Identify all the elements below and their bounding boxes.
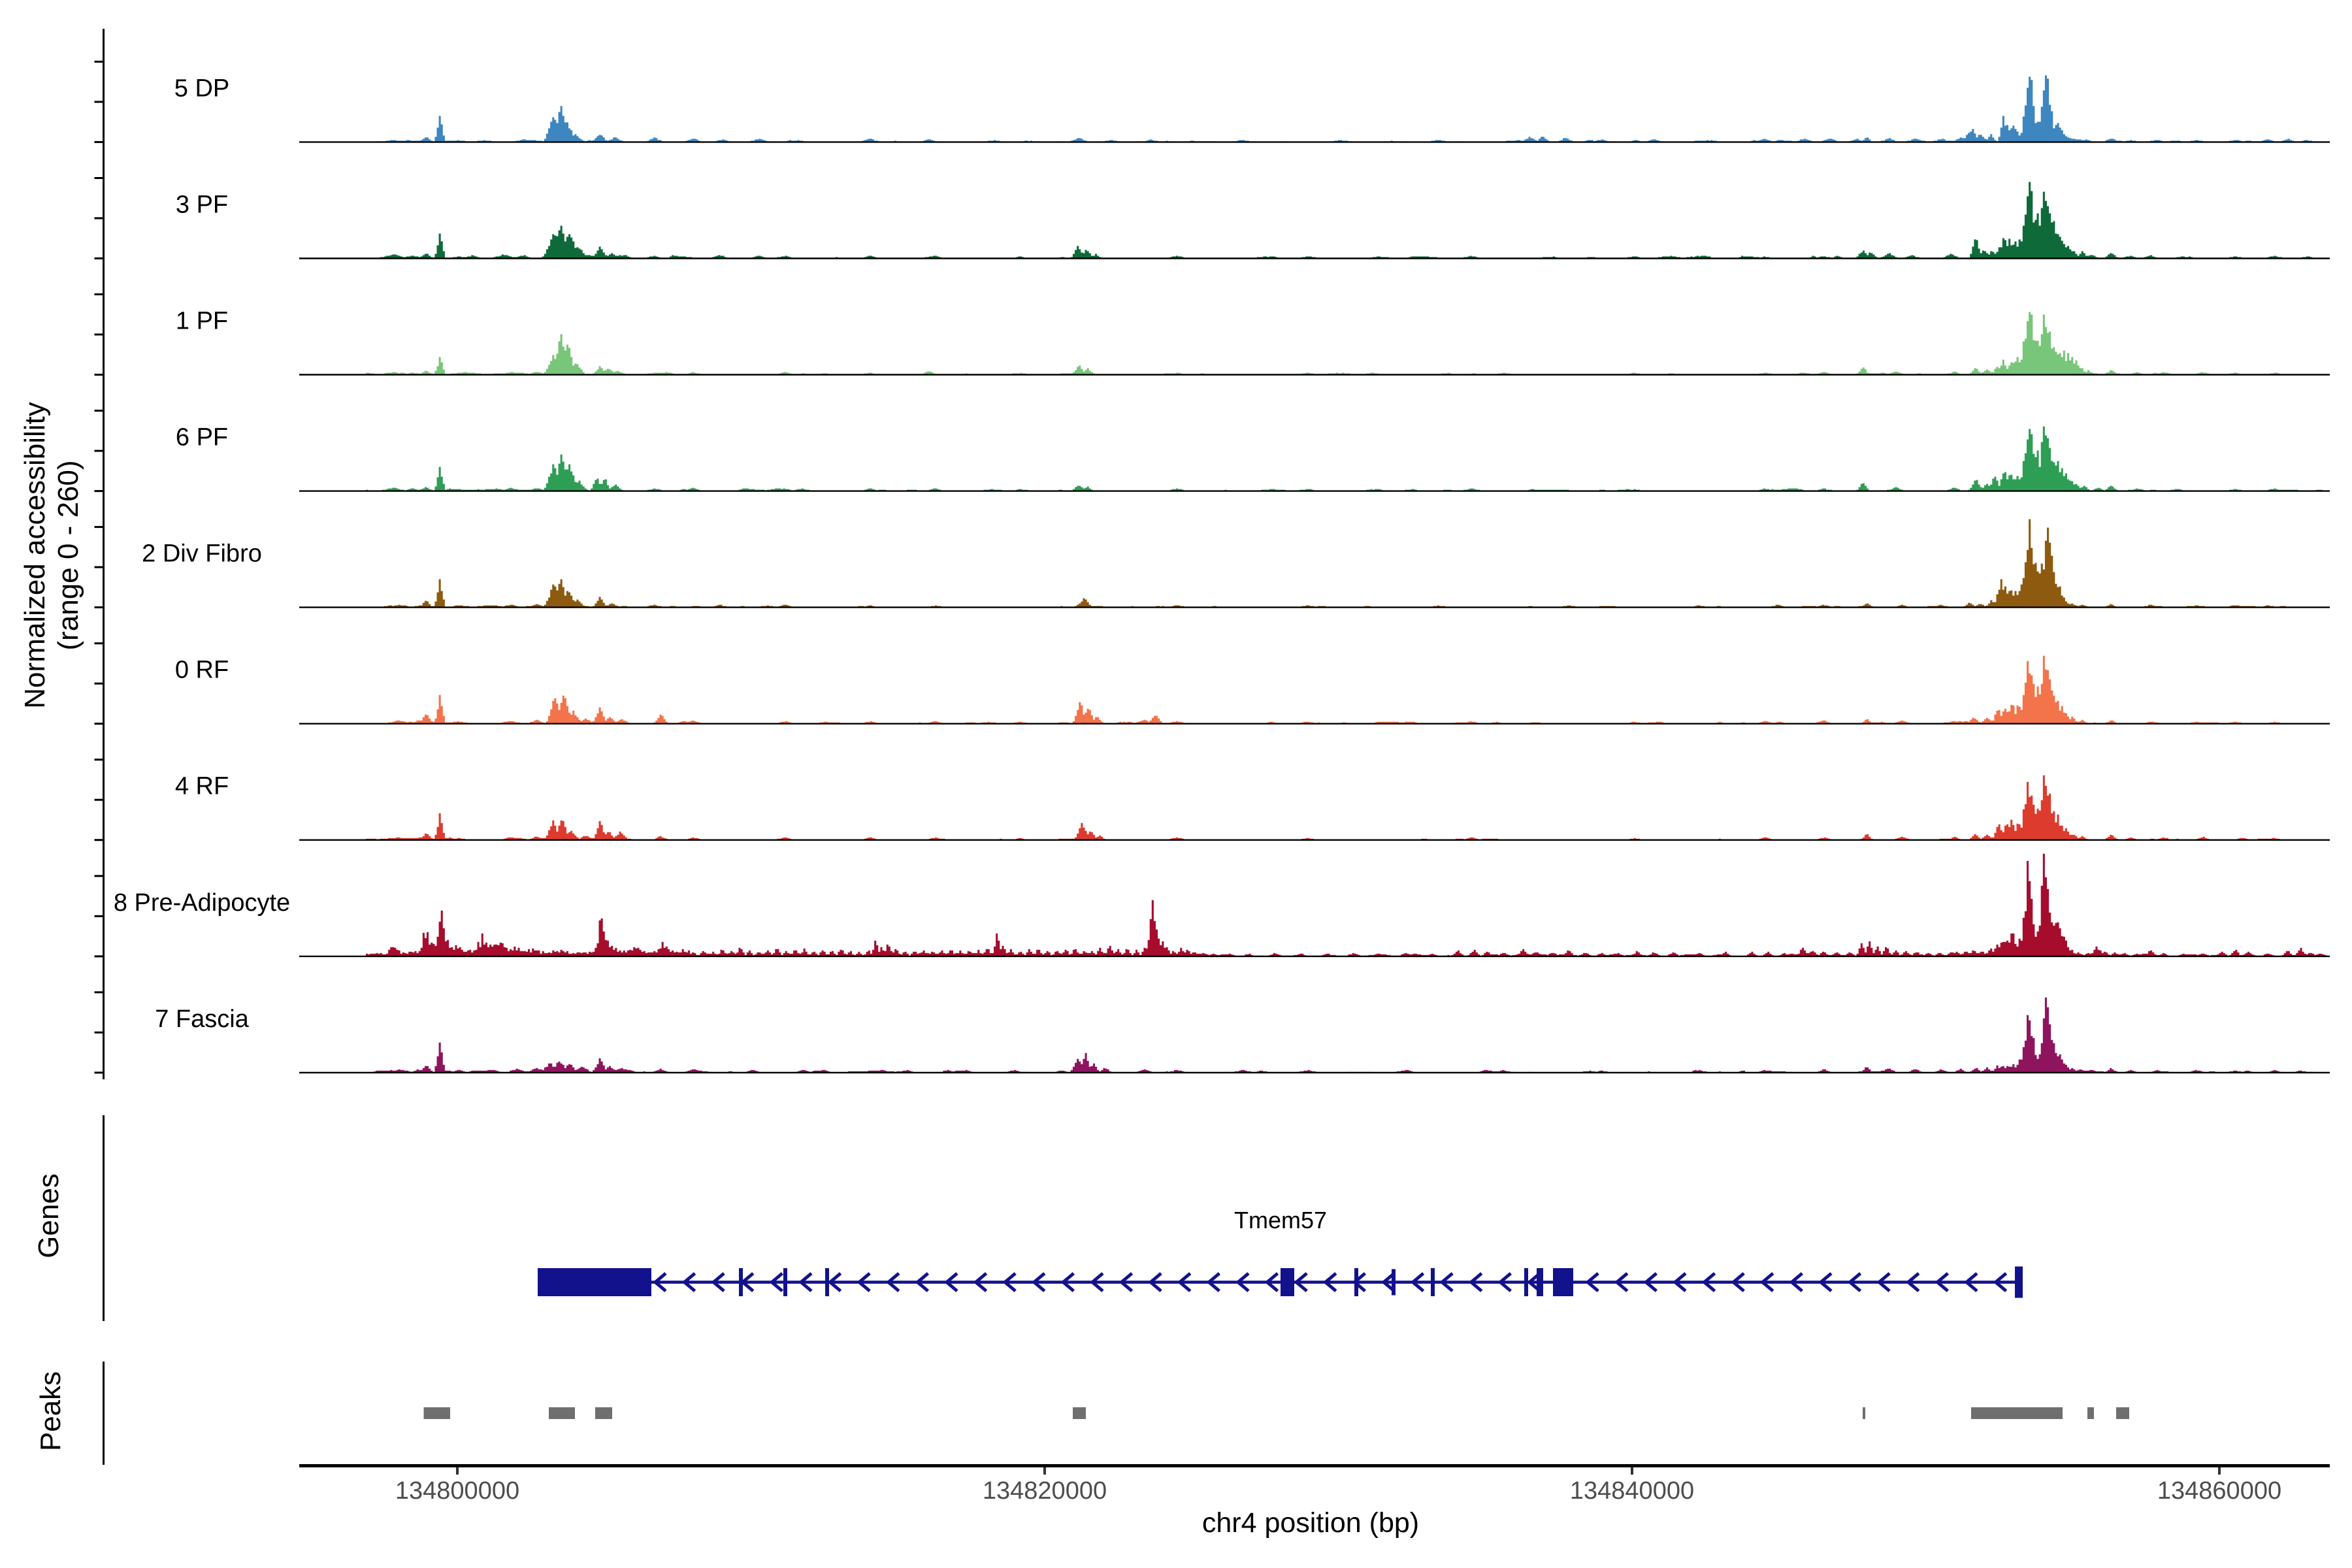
svg-text:134820000: 134820000: [983, 1477, 1107, 1505]
svg-text:0 RF: 0 RF: [175, 657, 229, 684]
svg-text:8 Pre-Adipocyte: 8 Pre-Adipocyte: [114, 889, 290, 917]
svg-text:(range 0 - 260): (range 0 - 260): [52, 460, 84, 650]
svg-text:6 PF: 6 PF: [176, 424, 228, 451]
svg-text:Peaks: Peaks: [35, 1371, 67, 1451]
svg-text:Tmem57: Tmem57: [1234, 1207, 1327, 1233]
svg-text:134800000: 134800000: [395, 1477, 519, 1505]
svg-text:5 DP: 5 DP: [174, 74, 229, 102]
svg-text:chr4 position (bp): chr4 position (bp): [1202, 1507, 1419, 1539]
svg-text:2 Div Fibro: 2 Div Fibro: [142, 540, 262, 568]
svg-text:134860000: 134860000: [2157, 1477, 2281, 1505]
svg-text:7 Fascia: 7 Fascia: [155, 1005, 249, 1033]
svg-text:Normalized accessibility: Normalized accessibility: [19, 402, 51, 708]
svg-text:Genes: Genes: [33, 1173, 65, 1258]
svg-text:1 PF: 1 PF: [176, 308, 228, 335]
svg-text:3 PF: 3 PF: [176, 191, 228, 219]
svg-text:134840000: 134840000: [1570, 1477, 1694, 1505]
svg-text:4 RF: 4 RF: [175, 773, 229, 800]
